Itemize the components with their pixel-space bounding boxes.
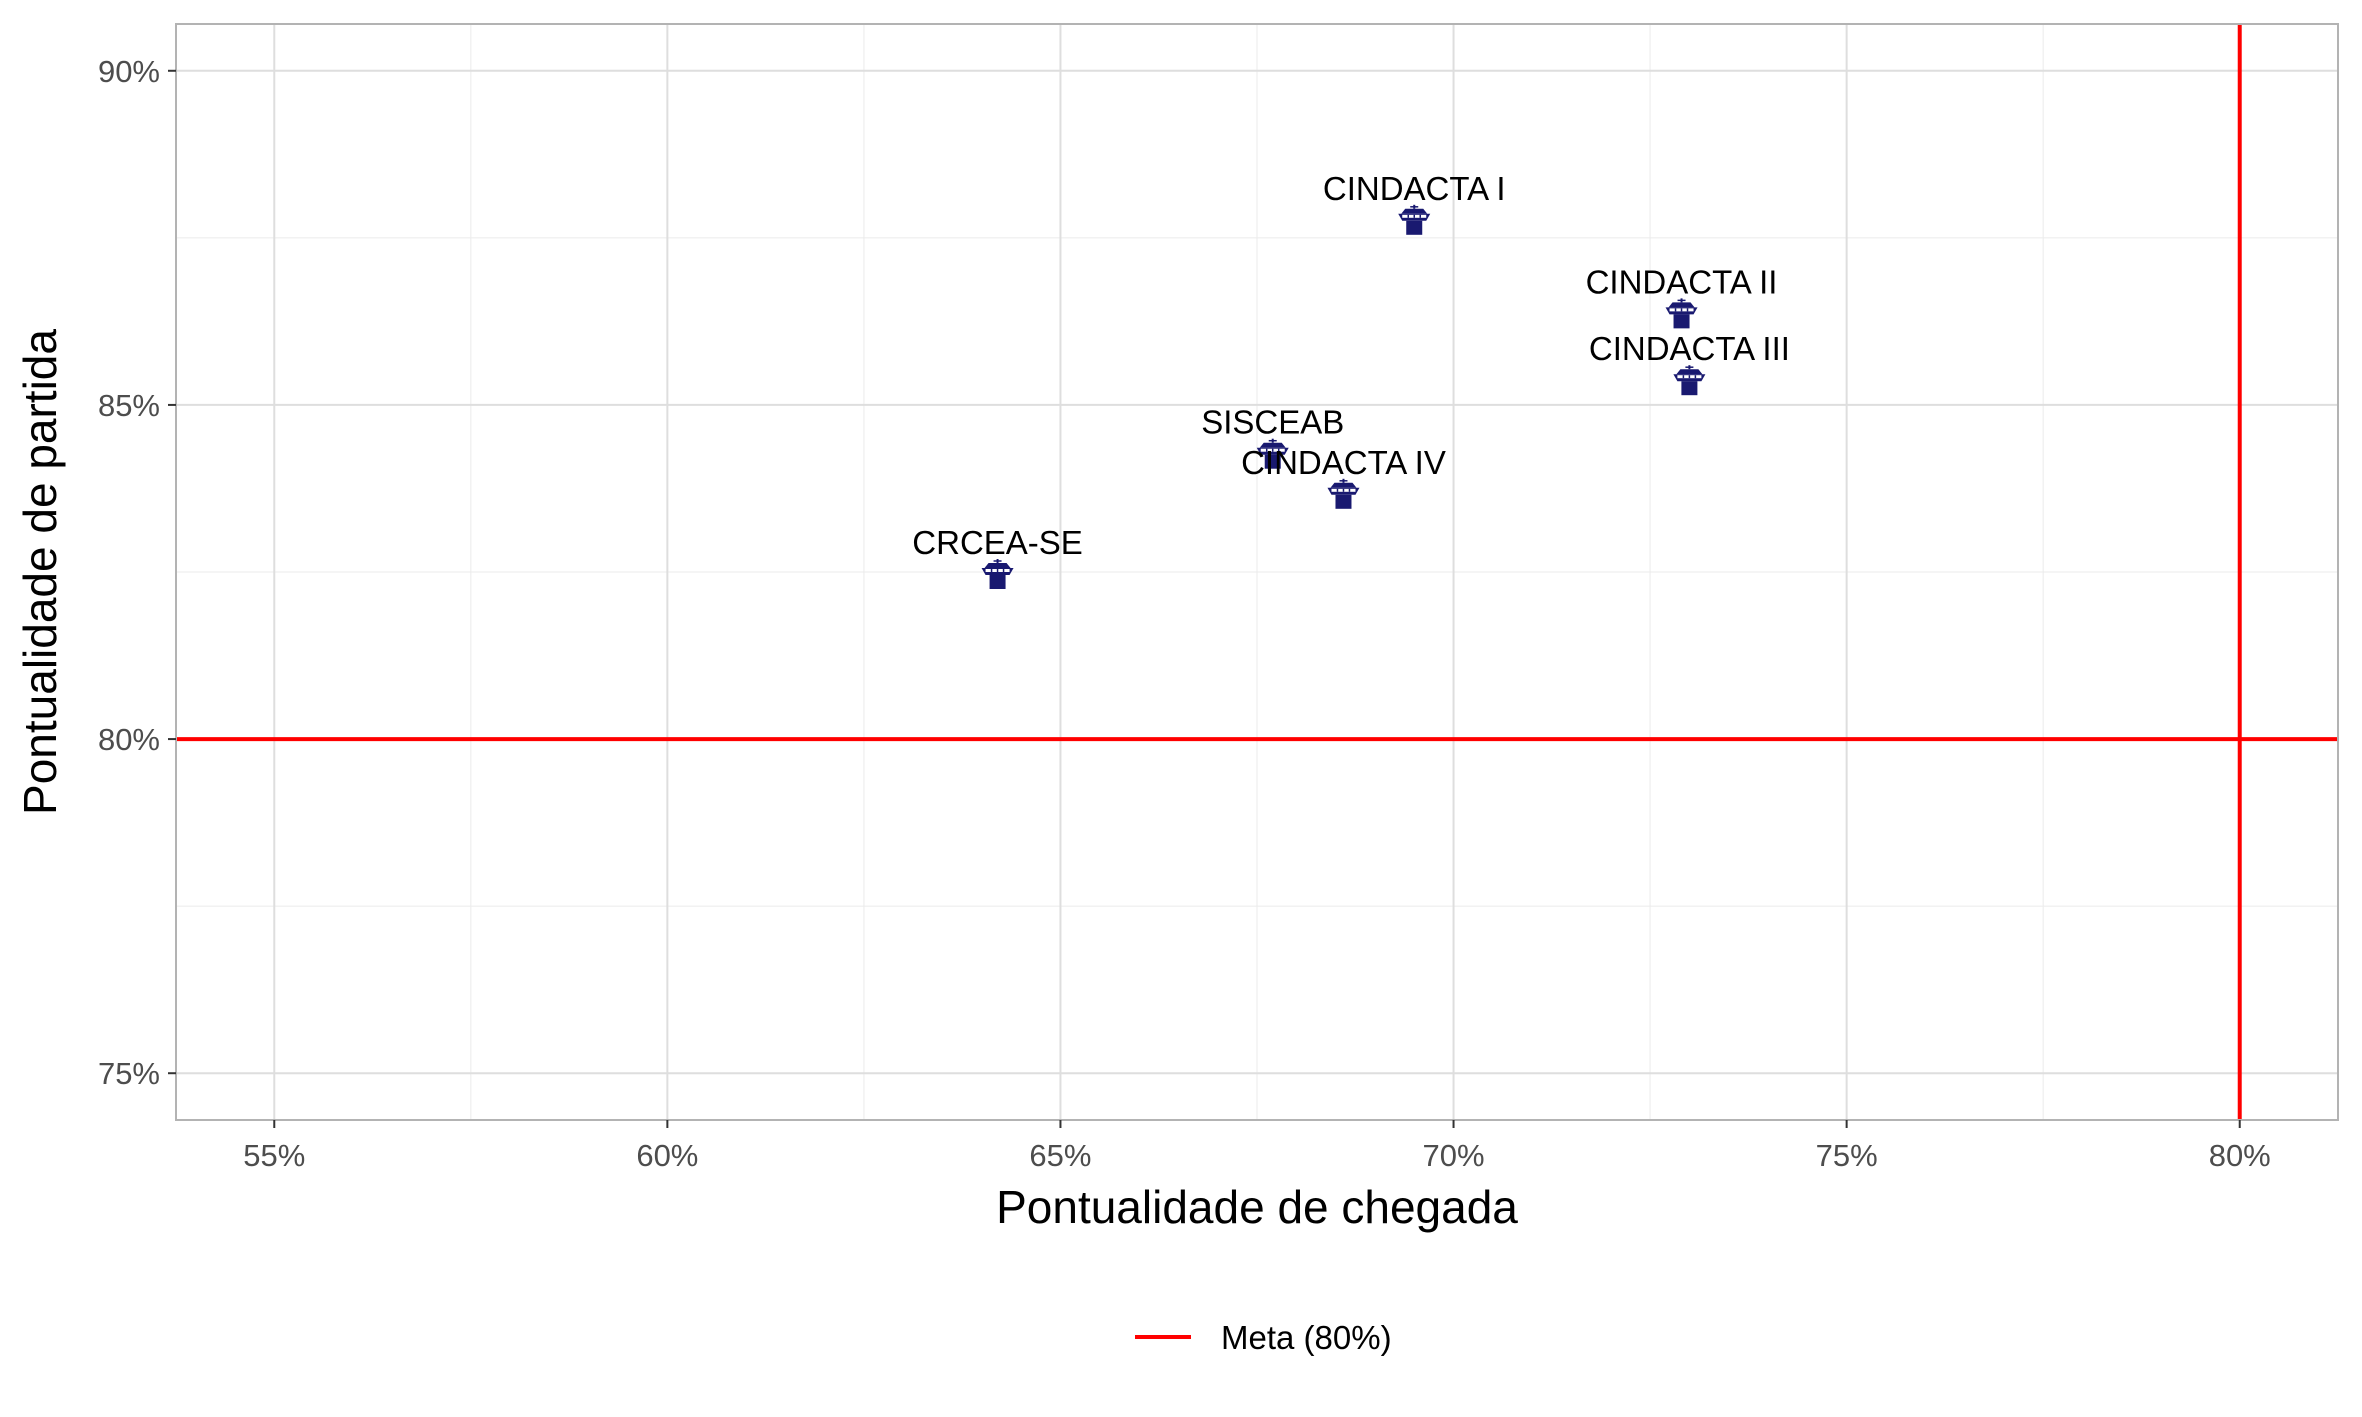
tower-base — [1264, 454, 1281, 469]
tower-base — [1335, 494, 1352, 509]
panel-border — [175, 23, 2339, 1121]
grid-minor — [176, 24, 2338, 1120]
tower-base — [1681, 381, 1698, 396]
tower-base — [1406, 220, 1423, 235]
x-tick-label: 60% — [636, 1138, 698, 1173]
tower-roof — [1330, 482, 1357, 488]
y-axis-title: Pontualidade de partida — [14, 329, 66, 815]
tower-roof — [1401, 208, 1428, 214]
x-axis-title: Pontualidade de chegada — [996, 1181, 1518, 1233]
point-label: SISCEAB — [1201, 404, 1344, 441]
reference-lines — [176, 24, 2338, 1120]
y-axis-ticks: 75% 80% 85% 90% — [98, 54, 176, 1091]
tower-base — [1673, 314, 1690, 329]
x-tick-label: 70% — [1423, 1138, 1485, 1173]
tower-roof — [1676, 369, 1703, 375]
y-tick-label: 85% — [98, 388, 160, 423]
x-tick-label: 80% — [2209, 1138, 2271, 1173]
point-label: CINDACTA II — [1586, 263, 1778, 300]
legend: Meta (80%) — [1135, 1319, 1392, 1356]
control-tower-icon — [1665, 298, 1698, 329]
x-tick-label: 65% — [1029, 1138, 1091, 1173]
control-tower-icon — [1327, 478, 1360, 509]
y-tick-label: 90% — [98, 54, 160, 89]
control-tower-icon — [981, 559, 1014, 589]
tower-base — [989, 575, 1006, 589]
tower-roof — [1668, 302, 1695, 308]
tower-roof — [984, 563, 1011, 568]
legend-label: Meta (80%) — [1221, 1319, 1392, 1356]
tower-roof — [1259, 442, 1286, 448]
point-label: CINDACTA IV — [1241, 444, 1446, 481]
point-label: CRCEA-SE — [912, 524, 1083, 561]
control-tower-icon — [1673, 365, 1706, 396]
y-tick-label: 75% — [98, 1056, 160, 1091]
x-axis-ticks: 55% 60% 65% 70% 75% 80% — [243, 1120, 2271, 1173]
x-tick-label: 75% — [1816, 1138, 1878, 1173]
control-tower-icon — [1398, 204, 1431, 235]
y-tick-label: 80% — [98, 722, 160, 757]
x-tick-label: 55% — [243, 1138, 305, 1173]
data-points: CINDACTA I CINDACTA II CINDACTA III SISCEAB… — [912, 170, 1790, 589]
point-label: CINDACTA III — [1589, 330, 1790, 367]
point-label: CINDACTA I — [1323, 170, 1506, 207]
control-tower-icon — [1256, 438, 1289, 469]
